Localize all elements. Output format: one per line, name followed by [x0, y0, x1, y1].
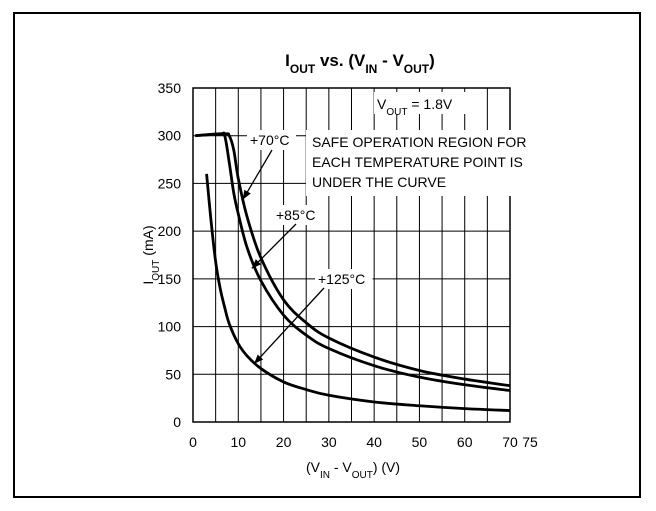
- series-curve-70C: [195, 132, 511, 388]
- annotation-arrowhead: [251, 259, 262, 269]
- plot-border: [192, 87, 511, 423]
- vout-note: VOUT = 1.8V: [377, 96, 453, 118]
- y-tick-label: 0: [173, 414, 181, 430]
- notes: VOUT = 1.8V SAFE OPERATION REGION FOR EACH…: [306, 92, 526, 196]
- y-axis-label: IOUT (mA): [140, 225, 162, 284]
- x-tick-label: 70: [502, 434, 518, 450]
- x-axis-label: (VIN - VOUT) (V): [306, 459, 400, 481]
- y-tick-label: 200: [158, 223, 182, 239]
- x-tick-label: 20: [276, 434, 292, 450]
- annotation-label: +85°C: [276, 207, 315, 223]
- x-tick-label: 40: [366, 434, 382, 450]
- x-tick-labels: 0 10 20 30 40 50 60 70 75: [189, 434, 538, 450]
- x-tick-label: 10: [230, 434, 246, 450]
- y-tick-label: 150: [158, 271, 182, 287]
- annotation-arrow: [251, 223, 297, 269]
- chart-title: IOUT vs. (VIN - VOUT): [285, 51, 435, 76]
- annotation-label: +70°C: [250, 132, 289, 148]
- region-note-line: EACH TEMPERATURE POINT IS: [312, 154, 523, 170]
- y-tick-label: 100: [158, 319, 182, 335]
- annotation-label: +125°C: [318, 271, 365, 287]
- chart-frame: [13, 12, 641, 498]
- annotation-arrowhead: [254, 354, 264, 364]
- annotation-label-bg: [315, 269, 373, 289]
- x-tick-label: 30: [321, 434, 337, 450]
- series-curve-125C: [205, 173, 511, 412]
- region-note-bg: [306, 130, 526, 196]
- y-tick-label: 300: [158, 128, 182, 144]
- x-tick-label: 75: [522, 434, 538, 450]
- region-note-line: SAFE OPERATION REGION FOR: [312, 134, 526, 150]
- curves: [195, 131, 511, 412]
- x-tick-label: 0: [189, 434, 197, 450]
- y-tick-label: 350: [158, 80, 182, 96]
- annotation-arrow: [253, 287, 325, 365]
- annotation-arrowhead: [242, 189, 251, 200]
- series-curve-85C: [195, 131, 511, 392]
- annotation-label-bg: [247, 130, 296, 150]
- vout-note-bg: [374, 92, 474, 114]
- annotation-label-bg: [273, 205, 322, 225]
- region-note-line: UNDER THE CURVE: [312, 174, 446, 190]
- annotations: +70°C +85°C +125°C: [242, 130, 373, 365]
- y-tick-label: 50: [165, 366, 181, 382]
- annotation-arrow: [242, 149, 273, 200]
- y-tick-label: 250: [158, 175, 182, 191]
- x-tick-label: 50: [412, 434, 428, 450]
- plot-area-border: [192, 87, 511, 423]
- y-tick-labels: 0 50 100 150 200 250 300 350: [158, 80, 182, 430]
- x-tick-label: 60: [457, 434, 473, 450]
